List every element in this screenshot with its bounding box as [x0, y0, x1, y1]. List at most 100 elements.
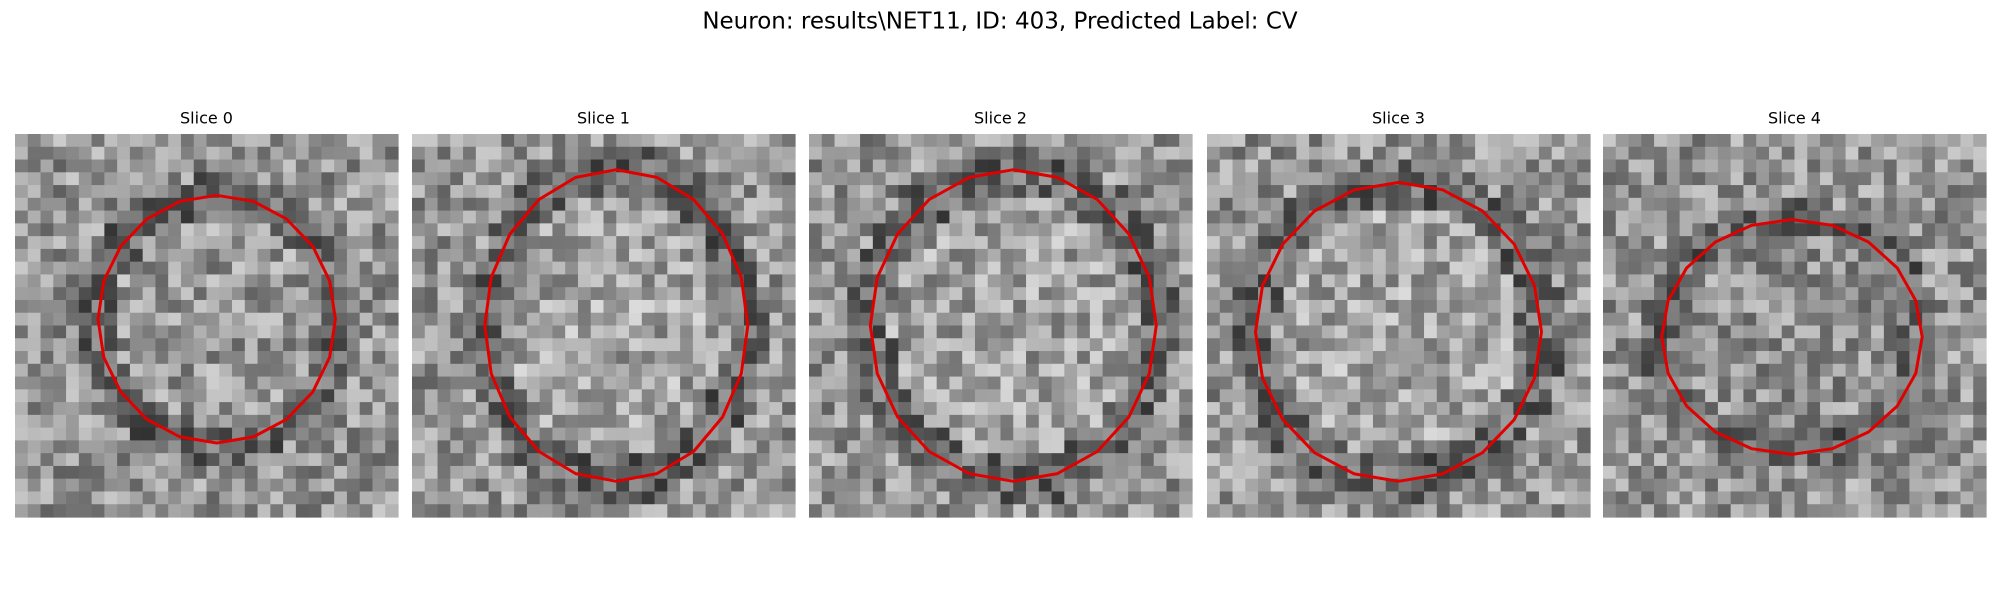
pixel [974, 299, 989, 314]
pixel [1321, 223, 1336, 237]
pixel [526, 363, 541, 378]
pixel [1207, 376, 1221, 390]
pixel [680, 248, 694, 263]
pixel [1858, 325, 1872, 339]
pixel [1475, 465, 1489, 480]
pixel [1551, 146, 1566, 161]
pixel [1538, 427, 1553, 441]
pixel [590, 491, 605, 505]
pixel [526, 134, 541, 148]
pixel [1845, 146, 1859, 161]
pixel [66, 210, 80, 224]
pixel [923, 478, 938, 493]
pixel [860, 299, 874, 314]
pixel [1089, 299, 1104, 314]
pixel [987, 248, 1002, 263]
pixel [1360, 197, 1374, 212]
pixel [1820, 325, 1834, 339]
pixel [911, 299, 925, 314]
pixel [1038, 363, 1053, 378]
pixel [1013, 363, 1027, 378]
pixel [1538, 261, 1553, 276]
pixel [117, 248, 131, 263]
pixel [501, 363, 515, 378]
pixel [129, 453, 144, 467]
pixel [1089, 312, 1104, 327]
pixel [552, 465, 566, 480]
pixel [412, 389, 426, 403]
pixel [526, 172, 541, 186]
pixel [104, 351, 118, 365]
pixel [667, 134, 681, 148]
pixel [1526, 325, 1540, 339]
pixel [1692, 197, 1706, 212]
pixel [1462, 172, 1476, 186]
pixel [1487, 491, 1502, 505]
pixel [412, 376, 426, 390]
pixel [1909, 236, 1923, 250]
pixel [463, 427, 477, 441]
pixel [1179, 440, 1193, 454]
pixel [834, 312, 848, 327]
pixel [1730, 351, 1745, 365]
pixel [1654, 491, 1668, 505]
pixel [692, 351, 707, 365]
pixel [1666, 402, 1681, 416]
pixel [718, 325, 732, 339]
pixel [1909, 223, 1923, 237]
pixel [1717, 223, 1732, 237]
pixel [1309, 351, 1323, 365]
pixel [1603, 274, 1617, 288]
pixel [1705, 197, 1719, 212]
pixel [1832, 274, 1847, 288]
pixel [15, 287, 29, 301]
pixel [1909, 478, 1923, 493]
pixel [1526, 389, 1540, 403]
pixel [1487, 465, 1502, 480]
pixel [1089, 363, 1104, 378]
pixel [1102, 134, 1116, 148]
pixel [1360, 210, 1374, 224]
pixel [654, 402, 668, 416]
pixel [1679, 402, 1693, 416]
pixel [219, 414, 233, 429]
pixel [1077, 338, 1091, 352]
pixel [1347, 453, 1361, 467]
pixel [295, 440, 310, 454]
pixel [1026, 363, 1040, 378]
pixel [1603, 197, 1617, 212]
pixel [1743, 287, 1757, 301]
pixel [321, 453, 335, 467]
pixel [334, 363, 348, 378]
pixel [911, 351, 925, 365]
pixel [1051, 248, 1065, 263]
pixel [641, 325, 656, 339]
pixel [1743, 210, 1757, 224]
pixel [437, 402, 451, 416]
pixel [577, 197, 592, 212]
pixel [769, 261, 783, 276]
pixel [1628, 478, 1642, 493]
pixel [962, 363, 976, 378]
pixel [437, 440, 451, 454]
pixel [1947, 274, 1962, 288]
pixel [1385, 299, 1400, 314]
pixel [1807, 491, 1821, 505]
pixel [501, 351, 515, 365]
pixel [860, 478, 874, 493]
pixel [1051, 338, 1065, 352]
pixel [1551, 299, 1566, 314]
pixel [962, 185, 976, 199]
pixel [1051, 197, 1065, 212]
pixel [129, 287, 144, 301]
pixel [193, 504, 208, 518]
pixel [1794, 185, 1808, 199]
pixel [1334, 312, 1349, 327]
pixel [15, 261, 29, 276]
pixel [463, 146, 477, 161]
pixel [552, 491, 566, 505]
pixel [962, 414, 976, 429]
pixel [911, 376, 925, 390]
pixel [898, 440, 912, 454]
pixel [40, 351, 54, 365]
